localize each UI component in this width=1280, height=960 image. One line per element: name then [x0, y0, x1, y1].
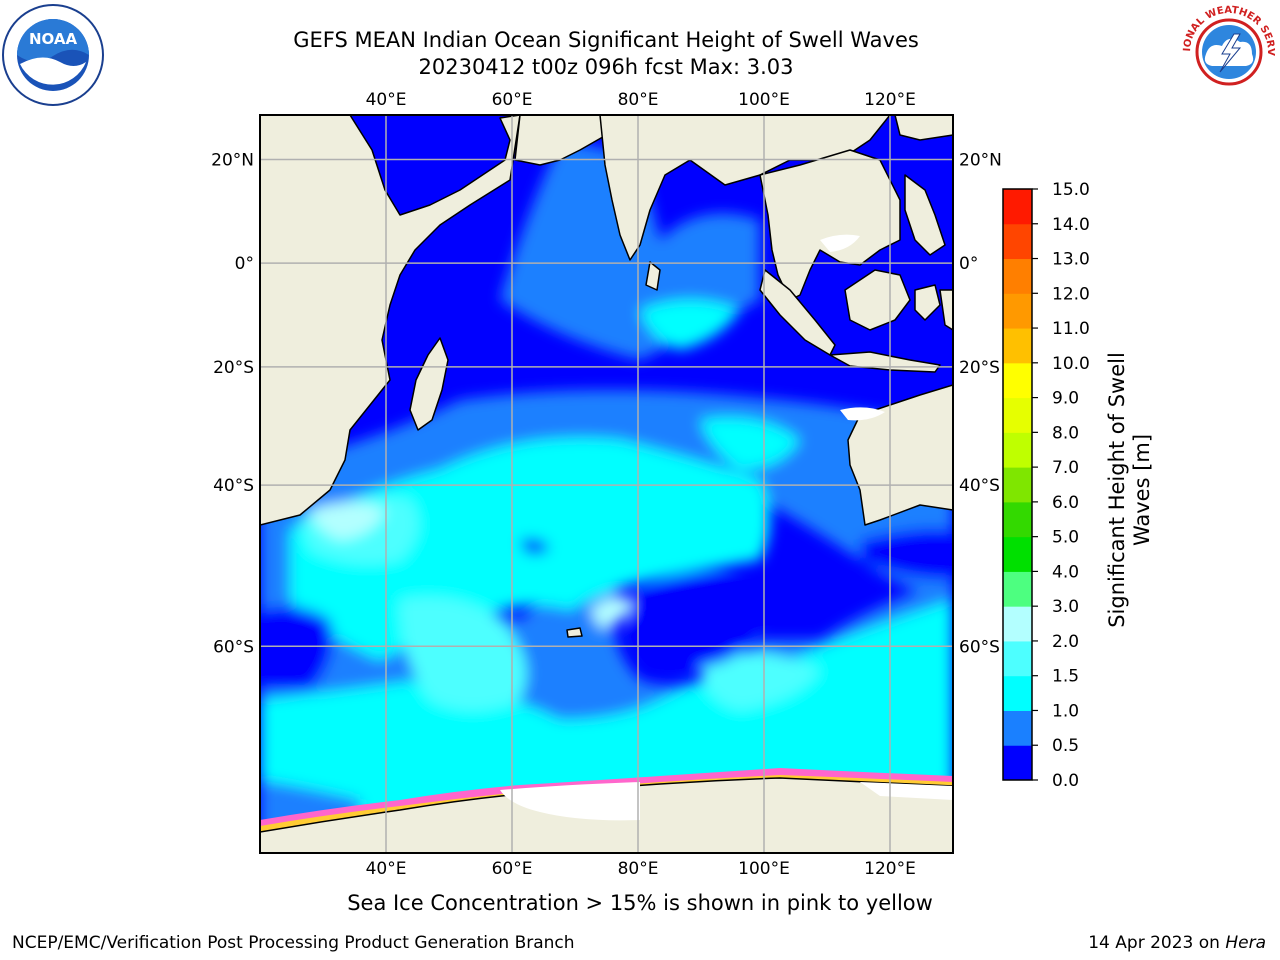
date-text: 14 Apr 2023 on — [1088, 933, 1220, 953]
colorbar-tick-label: 2.0 — [1052, 632, 1079, 652]
lat-label: 0° — [959, 254, 978, 274]
colorbar-swatch — [1003, 328, 1032, 364]
colorbar-swatch — [1003, 467, 1032, 503]
colorbar-tick-label: 7.0 — [1052, 458, 1079, 478]
colorbar-tick-label: 1.0 — [1052, 701, 1079, 721]
sulawesi-land — [914, 284, 941, 321]
plot-title: GEFS MEAN Indian Ocean Significant Heigh… — [293, 28, 919, 52]
map-frame — [259, 114, 954, 854]
colorbar-swatch — [1003, 710, 1032, 746]
colorbar-swatch — [1003, 189, 1032, 225]
colorbar-swatch — [1003, 258, 1032, 294]
colorbar-tick-label: 13.0 — [1052, 250, 1090, 270]
philippines-land — [904, 174, 946, 256]
lat-labels-left: 20°N 0° 20°S 40°S 60°S — [211, 151, 254, 658]
colorbar-tick-label: 0.0 — [1052, 771, 1079, 791]
australia-land — [847, 384, 953, 526]
colorbar-tick-label: 4.0 — [1052, 562, 1079, 582]
colorbar-tick-label: 10.0 — [1052, 354, 1090, 374]
credit-line: NCEP/EMC/Verification Post Processing Pr… — [12, 933, 575, 953]
lon-label: 60°E — [492, 859, 533, 879]
svg-text:NOAA: NOAA — [29, 30, 78, 48]
colorbar-tick-label: 9.0 — [1052, 389, 1079, 409]
colorbar-swatch — [1003, 675, 1032, 711]
lat-label: 60°S — [959, 637, 1000, 657]
ice-shelf-patches — [500, 234, 953, 821]
lat-label: 40°S — [959, 476, 1000, 496]
colorbar-swatch — [1003, 397, 1032, 433]
nws-logo: NATIONAL WEATHER SERVICE — [1178, 4, 1276, 97]
colorbar: 0.0 0.5 1.0 1.5 2.0 3.0 4.0 5.0 6.0 7.0 8.0 9.0 10.0… — [1002, 180, 1090, 791]
colorbar-swatch — [1003, 223, 1032, 260]
colorbar-tick-label: 15.0 — [1052, 180, 1090, 200]
lon-label: 40°E — [366, 90, 407, 110]
lat-label: 20°S — [213, 358, 254, 378]
lat-label: 20°N — [959, 151, 1002, 171]
lon-label: 100°E — [738, 859, 790, 879]
lon-labels-top: 40°E 60°E 80°E 100°E 120°E — [366, 90, 916, 110]
colorbar-swatch — [1003, 362, 1032, 399]
lon-label: 40°E — [366, 859, 407, 879]
colorbar-title-line1: Significant Height of Swell — [1105, 352, 1129, 628]
colorbar-tick-label: 3.0 — [1052, 597, 1079, 617]
lon-labels-bottom: 40°E 60°E 80°E 100°E 120°E — [366, 859, 916, 879]
map-area — [260, 115, 953, 853]
madagascar-land — [409, 337, 449, 431]
colorbar-tick-label: 6.0 — [1052, 493, 1079, 513]
lon-label: 60°E — [492, 90, 533, 110]
africa-land — [260, 115, 521, 526]
colorbar-swatch — [1003, 501, 1032, 538]
graticule — [260, 115, 953, 853]
newguinea-land — [939, 289, 953, 331]
lat-label: 60°S — [213, 637, 254, 657]
colorbar-tick-label: 14.0 — [1052, 215, 1090, 235]
sri-lanka-land — [645, 261, 661, 291]
colorbar-title-line2: Waves [m] — [1130, 434, 1154, 546]
noaa-logo: NOAA — [2, 4, 104, 106]
colorbar-tick-label: 11.0 — [1052, 319, 1090, 339]
lon-label: 80°E — [618, 90, 659, 110]
colorbar-swatch — [1003, 606, 1032, 642]
colorbar-swatch — [1003, 293, 1032, 329]
date-stamp: 14 Apr 2023 on Hera — [1088, 933, 1266, 953]
india-land — [599, 115, 891, 261]
lat-label: 20°S — [959, 358, 1000, 378]
colorbar-swatch — [1003, 432, 1032, 468]
lat-labels-right: 20°N 0° 20°S 40°S 60°S — [959, 151, 1002, 658]
colorbar-tick-label: 8.0 — [1052, 423, 1079, 443]
colorbar-swatch — [1003, 640, 1032, 677]
lon-label: 100°E — [738, 90, 790, 110]
taiwan-land — [894, 115, 953, 141]
colorbar-title: Significant Height of SwellWaves [m] — [1105, 352, 1154, 628]
colorbar-tick-label: 5.0 — [1052, 528, 1079, 548]
colorbar-swatch — [1003, 536, 1032, 572]
colorbar-swatch — [1003, 745, 1032, 781]
plot-subtitle: 20230412 t00z 096h fcst Max: 3.03 — [418, 55, 794, 79]
colorbar-swatch — [1003, 571, 1032, 607]
colorbar-tick-label: 1.5 — [1052, 667, 1079, 687]
lat-label: 0° — [235, 254, 254, 274]
host-name: Hera — [1225, 933, 1266, 953]
lat-label: 40°S — [213, 476, 254, 496]
lon-label: 120°E — [864, 90, 916, 110]
lon-label: 120°E — [864, 859, 916, 879]
colorbar-tick-label: 12.0 — [1052, 284, 1090, 304]
colorbar-frame — [1002, 188, 1033, 781]
lat-label: 20°N — [211, 151, 254, 171]
kerguelen-land — [566, 627, 583, 638]
lon-label: 80°E — [618, 859, 659, 879]
borneo-land — [844, 269, 911, 331]
colorbar-title-wrapper: Significant Height of SwellWaves [m] — [1105, 352, 1154, 628]
colorbar-tick-label: 0.5 — [1052, 736, 1079, 756]
sea-ice-note: Sea Ice Concentration > 15% is shown in … — [347, 891, 933, 915]
